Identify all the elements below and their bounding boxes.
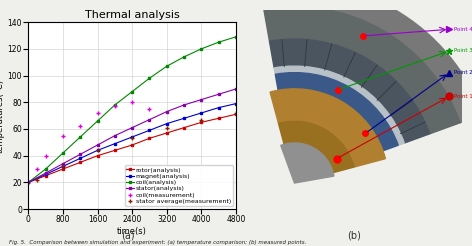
coil(measurement) xyxy=(34,168,40,170)
rotor(analysis) xyxy=(43,174,49,177)
stator(analysis) xyxy=(233,87,239,90)
magnet(analysis) xyxy=(233,102,239,105)
Line: stator average(measurement): stator average(measurement) xyxy=(34,110,238,182)
stator(analysis) xyxy=(25,181,31,184)
rotor(analysis) xyxy=(77,161,83,164)
Y-axis label: temperatures(°C): temperatures(°C) xyxy=(0,79,5,153)
Wedge shape xyxy=(281,143,334,183)
magnet(analysis) xyxy=(43,173,49,176)
coil(measurement) xyxy=(60,134,66,137)
coil(analysis) xyxy=(25,181,31,184)
Wedge shape xyxy=(270,39,430,143)
magnet(analysis) xyxy=(181,117,187,120)
coil(analysis) xyxy=(164,65,169,68)
coil(analysis) xyxy=(233,35,239,38)
rotor(analysis) xyxy=(164,132,169,135)
Legend: rotor(analysis), magnet(analysis), coil(analysis), stator(analysis), coil(measur: rotor(analysis), magnet(analysis), coil(… xyxy=(125,165,233,206)
coil(measurement) xyxy=(112,105,118,108)
magnet(analysis) xyxy=(199,111,204,114)
coil(analysis) xyxy=(43,168,49,170)
coil(analysis) xyxy=(181,55,187,58)
coil(measurement) xyxy=(77,125,83,128)
Text: Point 2(magnet ): Point 2(magnet ) xyxy=(454,70,472,75)
rotor(analysis) xyxy=(216,117,221,120)
stator(analysis) xyxy=(60,162,66,165)
coil(analysis) xyxy=(147,77,152,80)
magnet(analysis) xyxy=(129,136,135,138)
rotor(analysis) xyxy=(95,154,101,157)
Wedge shape xyxy=(260,0,472,123)
stator average(measurement) xyxy=(233,111,239,114)
coil(analysis) xyxy=(60,152,66,154)
stator average(measurement) xyxy=(95,149,101,152)
magnet(analysis) xyxy=(77,157,83,160)
stator average(measurement) xyxy=(199,118,204,121)
stator(analysis) xyxy=(43,171,49,174)
coil(analysis) xyxy=(216,41,221,44)
coil(analysis) xyxy=(129,90,135,93)
stator average(measurement) xyxy=(60,165,66,168)
magnet(analysis) xyxy=(216,106,221,109)
Line: rotor(analysis): rotor(analysis) xyxy=(27,113,237,184)
stator(analysis) xyxy=(147,118,152,121)
Text: (b): (b) xyxy=(347,231,361,241)
stator(analysis) xyxy=(112,134,118,137)
magnet(analysis) xyxy=(95,149,101,152)
rotor(analysis) xyxy=(147,137,152,140)
stator(analysis) xyxy=(129,126,135,129)
Text: Point 1( rotor ): Point 1( rotor ) xyxy=(454,94,472,99)
Text: Point 3(coil ): Point 3(coil ) xyxy=(454,48,472,53)
rotor(analysis) xyxy=(60,168,66,170)
rotor(analysis) xyxy=(25,181,31,184)
coil(analysis) xyxy=(95,120,101,123)
Text: Fig. 5.  Comparison between simulation and experiment: (a) temperature compariso: Fig. 5. Comparison between simulation an… xyxy=(9,240,307,245)
stator(analysis) xyxy=(199,98,204,101)
magnet(analysis) xyxy=(164,122,169,125)
coil(analysis) xyxy=(199,47,204,50)
Title: Thermal analysis: Thermal analysis xyxy=(85,10,179,20)
magnet(analysis) xyxy=(60,165,66,168)
Wedge shape xyxy=(264,7,460,134)
Text: (a): (a) xyxy=(121,231,134,241)
stator average(measurement) xyxy=(34,178,40,181)
stator average(measurement) xyxy=(129,137,135,140)
Wedge shape xyxy=(270,89,386,167)
magnet(analysis) xyxy=(25,181,31,184)
coil(measurement) xyxy=(95,111,101,114)
Text: Point 4(stator ): Point 4(stator ) xyxy=(454,27,472,32)
Wedge shape xyxy=(274,66,405,145)
stator(analysis) xyxy=(181,104,187,107)
stator(analysis) xyxy=(77,153,83,156)
Wedge shape xyxy=(275,73,398,151)
magnet(analysis) xyxy=(147,129,152,132)
coil(measurement) xyxy=(147,108,152,110)
Line: coil(analysis): coil(analysis) xyxy=(27,35,237,184)
coil(measurement) xyxy=(43,154,49,157)
rotor(analysis) xyxy=(233,113,239,116)
rotor(analysis) xyxy=(112,149,118,152)
stator(analysis) xyxy=(216,93,221,96)
rotor(analysis) xyxy=(199,121,204,124)
rotor(analysis) xyxy=(181,126,187,129)
Line: coil(measurement): coil(measurement) xyxy=(34,100,152,171)
coil(analysis) xyxy=(77,136,83,138)
magnet(analysis) xyxy=(112,142,118,145)
Wedge shape xyxy=(278,121,354,173)
Line: stator(analysis): stator(analysis) xyxy=(27,88,237,184)
stator(analysis) xyxy=(164,110,169,113)
stator average(measurement) xyxy=(164,126,169,129)
coil(analysis) xyxy=(112,104,118,107)
X-axis label: time(s): time(s) xyxy=(117,227,147,236)
coil(measurement) xyxy=(129,101,135,104)
stator(analysis) xyxy=(95,143,101,146)
rotor(analysis) xyxy=(129,143,135,146)
Line: magnet(analysis): magnet(analysis) xyxy=(27,102,237,184)
